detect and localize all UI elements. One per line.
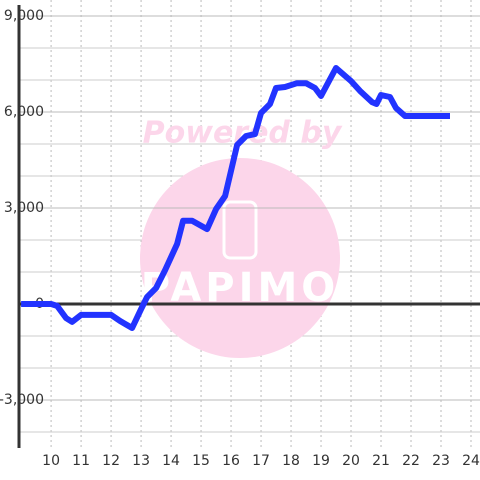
x-tick-label: 11 bbox=[72, 453, 90, 469]
x-tick-label: 14 bbox=[162, 453, 180, 469]
y-tick-label: -3,000 bbox=[0, 392, 44, 408]
watermark-text: Powered by bbox=[143, 116, 343, 151]
x-tick-label: 10 bbox=[42, 453, 60, 469]
x-tick-label: 21 bbox=[372, 453, 390, 469]
x-tick-label: 12 bbox=[102, 453, 120, 469]
x-tick-label: 15 bbox=[192, 453, 210, 469]
x-tick-label: 18 bbox=[282, 453, 300, 469]
x-tick-label: 22 bbox=[402, 453, 420, 469]
y-tick-label: 6,000 bbox=[4, 104, 44, 120]
y-tick-label: 3,000 bbox=[4, 200, 44, 216]
data-line bbox=[21, 65, 450, 331]
x-tick-label: 24 bbox=[462, 453, 480, 469]
x-tick-label: 16 bbox=[222, 453, 240, 469]
y-tick-label: 9,000 bbox=[4, 8, 44, 24]
x-tick-label: 17 bbox=[252, 453, 270, 469]
x-tick-label: 19 bbox=[312, 453, 330, 469]
x-tick-label: 20 bbox=[342, 453, 360, 469]
watermark: Powered by PAPIMO bbox=[140, 116, 343, 358]
x-tick-label: 13 bbox=[132, 453, 150, 469]
watermark-phone bbox=[222, 200, 258, 260]
x-tick-label: 23 bbox=[432, 453, 450, 469]
